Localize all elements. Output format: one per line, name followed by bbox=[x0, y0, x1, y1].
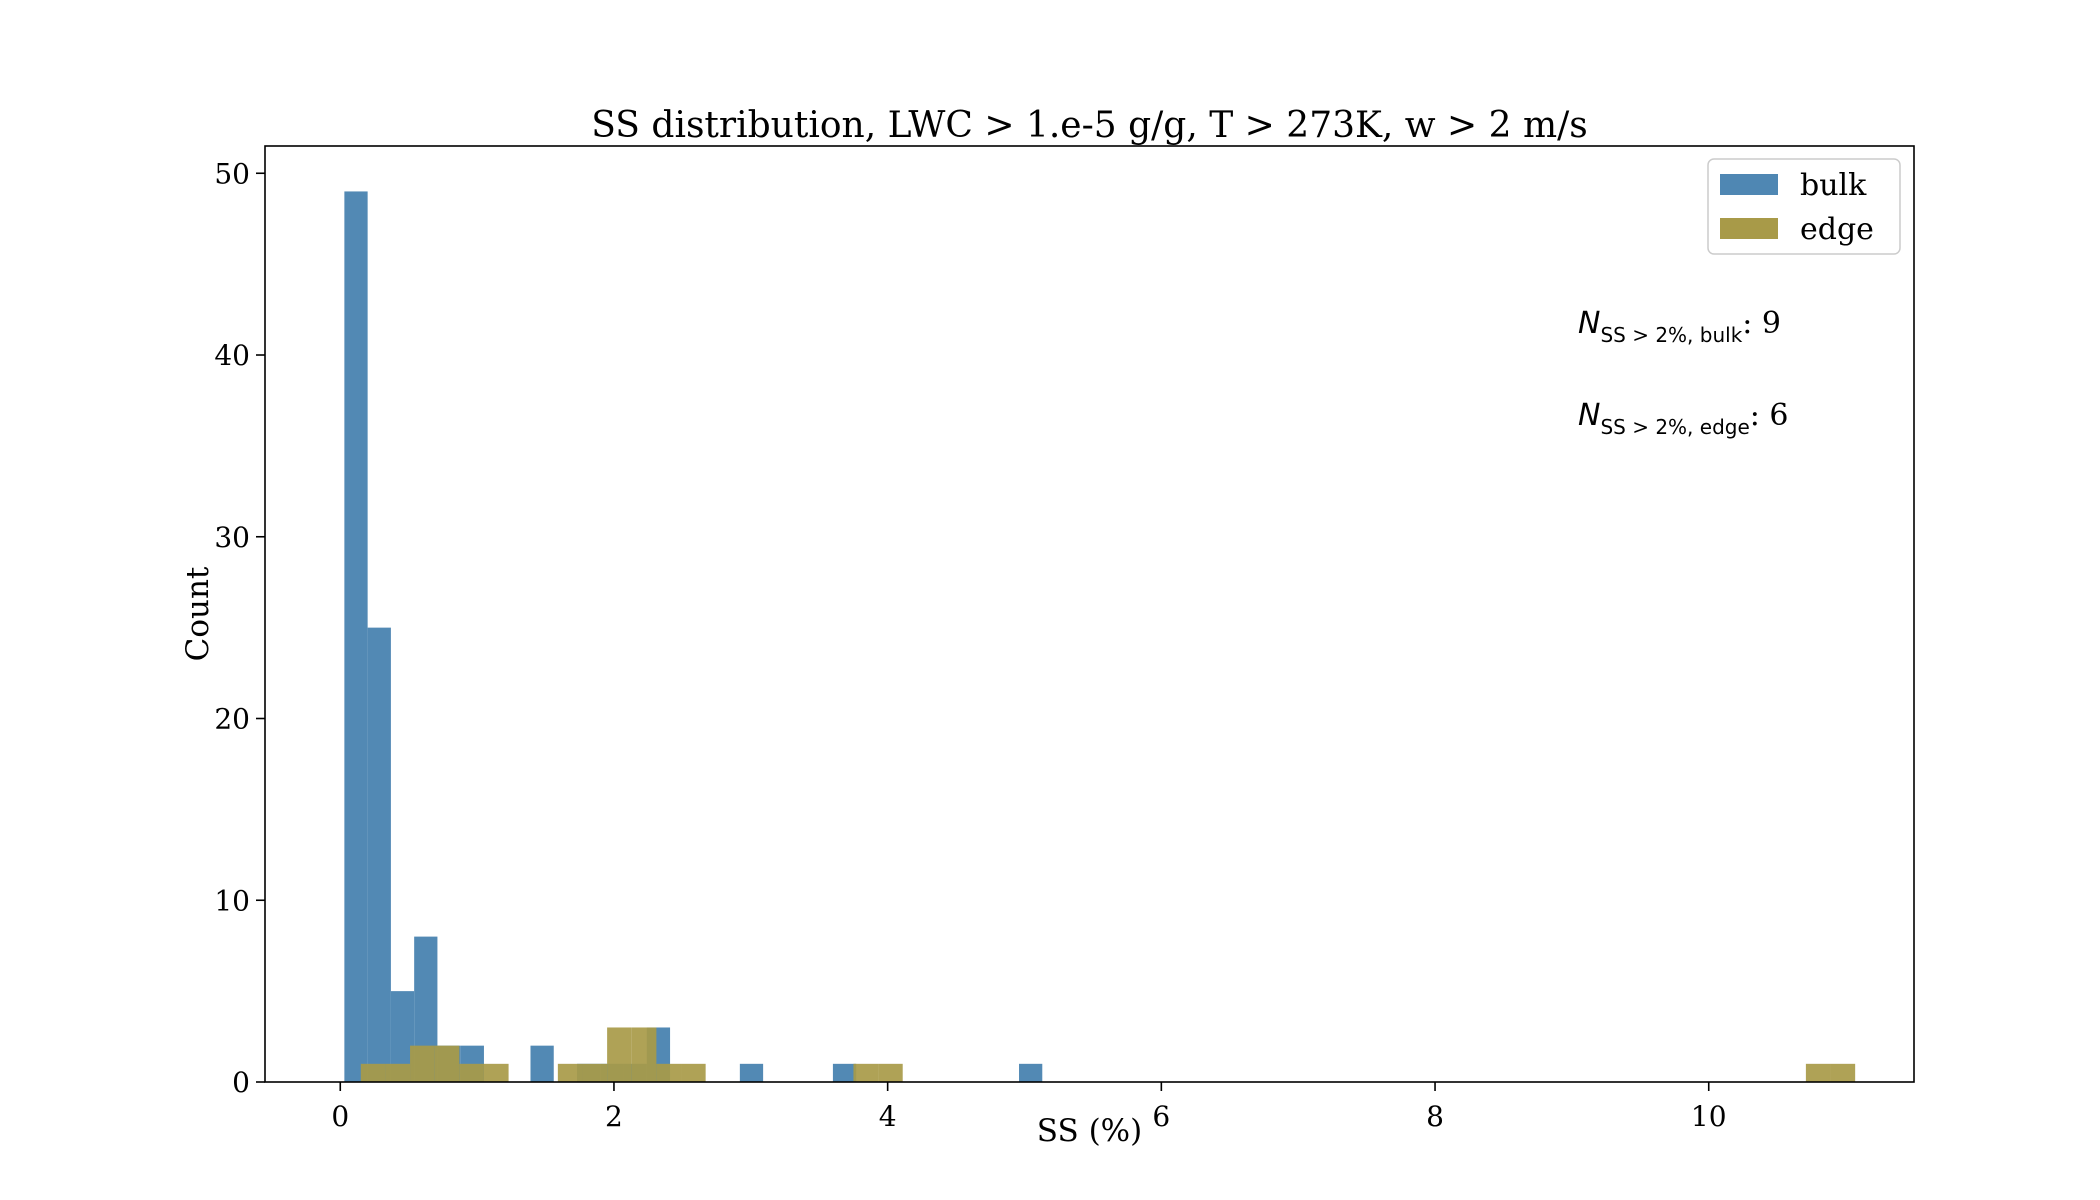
bar-edge-12 bbox=[853, 1063, 879, 1082]
x-axis-label: SS (%) bbox=[1037, 1113, 1142, 1149]
bar-edge-1 bbox=[385, 1063, 411, 1082]
x-tick-label: 0 bbox=[331, 1100, 349, 1133]
annotation-base: N bbox=[1578, 398, 1600, 433]
x-tick-label: 2 bbox=[605, 1100, 623, 1133]
bar-edge-8 bbox=[607, 1027, 632, 1082]
bar-edge-10 bbox=[656, 1063, 682, 1082]
bar-bulk-1 bbox=[367, 627, 391, 1082]
x-axis-ticks: 0 2 4 6 8 10 bbox=[331, 1082, 1727, 1133]
bar-edge-5 bbox=[483, 1063, 509, 1082]
legend-swatch-bulk bbox=[1720, 174, 1778, 195]
bar-edge-0 bbox=[360, 1063, 386, 1082]
y-tick-label: 20 bbox=[214, 703, 250, 736]
bar-bulk-11 bbox=[739, 1063, 764, 1082]
bar-bulk-6 bbox=[530, 1045, 554, 1082]
annotation-base: N bbox=[1578, 306, 1600, 341]
bar-edge-13 bbox=[878, 1063, 903, 1082]
y-tick-label: 0 bbox=[232, 1066, 250, 1099]
bar-bulk-0 bbox=[344, 191, 368, 1082]
x-tick-label: 8 bbox=[1426, 1100, 1444, 1133]
annotation-subscript: SS > 2%, bulk bbox=[1600, 323, 1742, 347]
bar-edge-2 bbox=[410, 1045, 435, 1082]
bar-edge-4 bbox=[459, 1063, 484, 1082]
legend-swatch-edge bbox=[1720, 218, 1778, 239]
legend-label-edge: edge bbox=[1800, 212, 1874, 247]
bar-edge-7 bbox=[582, 1063, 608, 1082]
y-tick-label: 40 bbox=[214, 339, 250, 372]
y-tick-label: 30 bbox=[214, 521, 250, 554]
bar-bulk-2 bbox=[390, 991, 415, 1082]
annotation-0: NSS > 2%, bulk: 9 bbox=[1578, 306, 1781, 347]
annotation-value: : 9 bbox=[1742, 306, 1781, 341]
y-axis-label: Count bbox=[180, 566, 216, 661]
x-tick-label: 10 bbox=[1691, 1100, 1727, 1133]
bar-edge-3 bbox=[434, 1045, 460, 1082]
plot-frame bbox=[264, 145, 1915, 1083]
annotation-subscript: SS > 2%, edge bbox=[1600, 415, 1749, 439]
series-edge bbox=[360, 1027, 1856, 1082]
x-tick-label: 6 bbox=[1152, 1100, 1170, 1133]
y-axis-ticks: 0 10 20 30 40 50 bbox=[214, 157, 265, 1099]
bar-bulk-12 bbox=[832, 1063, 857, 1082]
bar-edge-6 bbox=[557, 1063, 583, 1082]
chart-title: SS distribution, LWC > 1.e-5 g/g, T > 27… bbox=[591, 105, 1587, 146]
y-tick-label: 10 bbox=[214, 884, 250, 917]
bar-edge-9 bbox=[631, 1027, 657, 1082]
x-tick-label: 4 bbox=[879, 1100, 897, 1133]
legend-label-bulk: bulk bbox=[1800, 168, 1867, 203]
bar-bulk-13 bbox=[1019, 1063, 1043, 1082]
bar-edge-11 bbox=[681, 1063, 706, 1082]
bar-edge-15 bbox=[1830, 1063, 1856, 1082]
annotation-1: NSS > 2%, edge: 6 bbox=[1578, 398, 1789, 439]
y-tick-label: 50 bbox=[214, 157, 250, 190]
bars-layer bbox=[344, 191, 1856, 1082]
legend: bulk edge bbox=[1707, 158, 1901, 255]
annotation-value: : 6 bbox=[1750, 398, 1789, 433]
bar-edge-14 bbox=[1805, 1063, 1831, 1082]
